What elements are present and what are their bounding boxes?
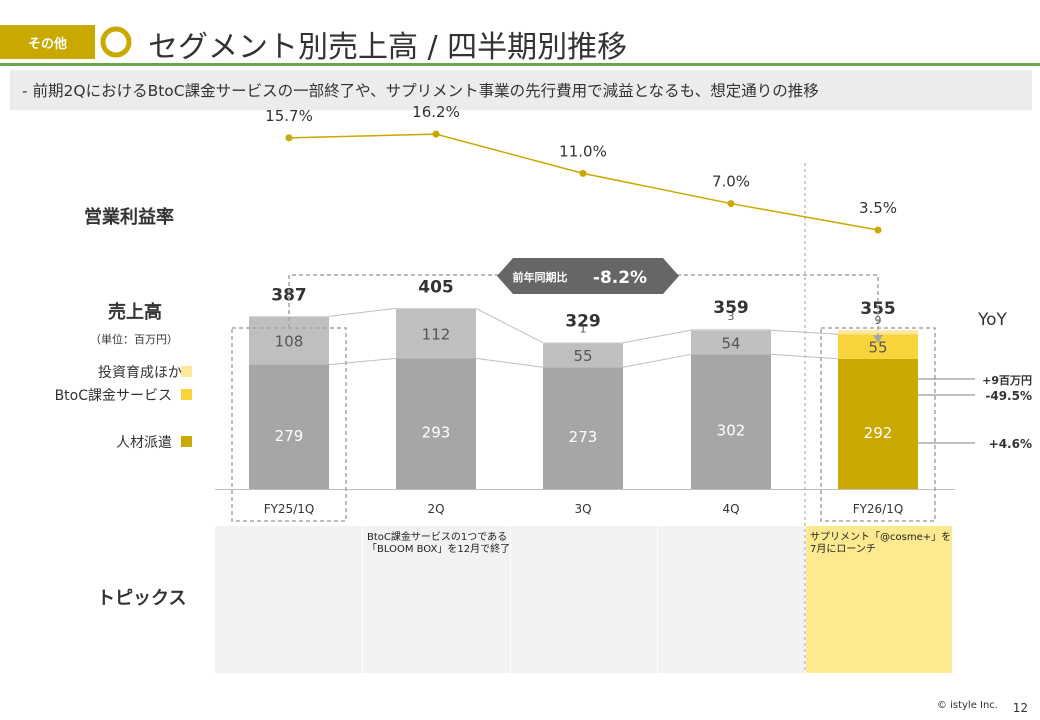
bar-segment: [543, 342, 623, 368]
bar-segment: [249, 364, 329, 489]
connector-line: [328, 357, 397, 366]
subtitle: - 前期2QにおけるBtoC課金サービスの一部終了や、サプリメント事業の先行費用…: [10, 70, 1032, 110]
sales-section-label: 売上高: [108, 302, 162, 323]
legend-swatch-staffing: [181, 436, 192, 447]
bar-label-btoc: 108: [275, 332, 304, 350]
connector-line: [770, 329, 839, 335]
topics-highlight-cell: [806, 526, 952, 673]
bar-label-staffing: 292: [864, 424, 893, 442]
yoy-header: YoY: [978, 310, 1007, 330]
margin-point: [432, 130, 440, 138]
connector-line: [328, 307, 397, 317]
legend-swatch-btoc: [181, 389, 192, 400]
bar-segment: [396, 358, 476, 489]
bar-total-label: 359: [713, 298, 749, 318]
page-title: セグメント別売上高 / 四半期別推移: [148, 30, 628, 65]
bar-total-label: 355: [860, 299, 896, 319]
bar-label-staffing: 302: [717, 422, 746, 440]
bar-segment: [543, 367, 623, 489]
copyright: © istyle Inc.: [936, 700, 998, 711]
topic-divider: [510, 526, 511, 673]
yoy-arrowhead: [873, 335, 883, 343]
yoy-callout-label: 前年同期比: [513, 270, 568, 284]
title-rule: [0, 63, 1040, 66]
topic-divider: [362, 526, 363, 673]
yoy-value: +9百万円: [982, 374, 1032, 387]
sales-unit: （単位：百万円）: [90, 333, 178, 346]
connector-line: [770, 353, 839, 360]
margin-label: 15.7%: [265, 107, 313, 125]
topic-divider: [657, 526, 658, 673]
bar-segment: [838, 330, 918, 335]
yoy-callout-badge: [497, 258, 679, 294]
topic-divider: [805, 526, 806, 673]
bar-total-label: 329: [565, 311, 601, 331]
legend-label-btoc: BtoC課金サービス: [54, 388, 172, 404]
margin-section-label: 営業利益率: [84, 207, 174, 228]
bar-segment: [838, 358, 918, 489]
connector-line: [622, 353, 692, 368]
x-tick-label: 4Q: [722, 502, 739, 516]
bar-label-investment: 3: [728, 310, 735, 323]
connector-line: [475, 357, 544, 368]
bar-segment: [691, 330, 771, 355]
connector-line: [475, 307, 544, 344]
margin-point: [579, 169, 587, 177]
yoy-callout-value: -8.2%: [593, 268, 647, 288]
margin-label: 11.0%: [559, 142, 607, 160]
bar-label-btoc: 54: [721, 334, 740, 352]
section-tag: その他: [0, 25, 95, 59]
x-tick-label: FY25/1Q: [264, 502, 315, 516]
yoy-value: +4.6%: [989, 437, 1032, 451]
legend-swatch-investment: [181, 366, 192, 377]
x-tick-label: FY26/1Q: [853, 502, 904, 516]
topic-text-2q: BtoC課金サービスの1つである 「BLOOM BOX」を12月で終了: [367, 532, 511, 555]
bar-label-btoc: 55: [868, 339, 887, 357]
bar-segment: [396, 308, 476, 359]
topic-text-fy26-1q: サプリメント「@cosme+」を 7月にローンチ: [810, 532, 952, 555]
x-tick-label: 2Q: [427, 502, 444, 516]
yoy-value: -49.5%: [985, 389, 1032, 403]
bar-segment: [691, 354, 771, 489]
margin-point: [727, 200, 735, 208]
bar-segment: [691, 328, 771, 331]
x-tick-label: 3Q: [574, 502, 591, 516]
bar-label-staffing: 279: [275, 427, 304, 445]
legend-label-investment: 投資育成ほか: [98, 365, 182, 381]
bar-segment: [543, 342, 623, 344]
bar-label-btoc: 55: [573, 347, 592, 365]
tag-divider: [95, 25, 103, 59]
margin-point: [874, 226, 882, 234]
bar-label-staffing: 293: [422, 424, 451, 442]
ring-icon: [100, 26, 132, 58]
page-number: 12: [1012, 701, 1028, 715]
margin-label: 7.0%: [712, 173, 750, 191]
legend-label-staffing: 人材派遣: [116, 435, 172, 451]
yoy-bracket: [288, 274, 879, 336]
topics-section-label: トピックス: [97, 588, 187, 609]
connector-line: [622, 329, 692, 344]
bar-label-btoc: 112: [422, 325, 451, 343]
margin-label: 16.2%: [412, 103, 460, 121]
margin-point: [285, 134, 293, 142]
bar-label-investment: 1: [580, 323, 587, 336]
bar-total-label: 387: [271, 285, 307, 305]
margin-label: 3.5%: [859, 199, 897, 217]
bar-label-staffing: 273: [569, 428, 598, 446]
bar-total-label: 405: [418, 277, 454, 297]
